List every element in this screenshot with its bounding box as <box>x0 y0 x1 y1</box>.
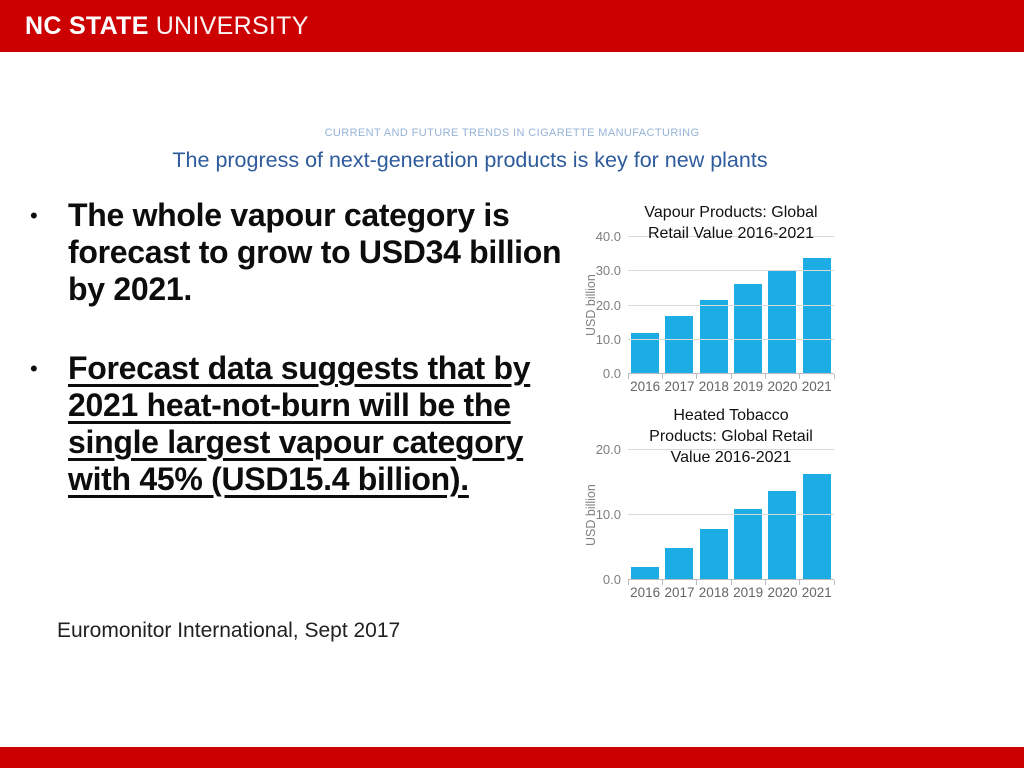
x-tick-label: 2018 <box>698 585 729 600</box>
bar-slot <box>662 450 696 580</box>
bar-2016 <box>631 332 660 374</box>
footer-bar <box>0 747 1024 768</box>
bar-2021 <box>802 257 831 374</box>
logo-text-bold: NC STATE <box>25 11 149 40</box>
chart-title: Vapour Products: Global Retail Value 201… <box>644 204 818 242</box>
eyebrow-heading: CURRENT AND FUTURE TRENDS IN CIGARETTE M… <box>324 127 700 139</box>
header-bar: NC STATE UNIVERSITY <box>0 0 1024 52</box>
slide-title: The progress of next-generation products… <box>172 148 768 172</box>
bar-slot <box>731 450 765 580</box>
chart-title: Heated Tobacco Products: Global Retail V… <box>649 407 813 466</box>
bar-2016 <box>631 567 660 580</box>
bar-group <box>628 237 834 374</box>
x-axis-line <box>628 579 834 580</box>
bar-2020 <box>768 490 797 580</box>
x-tick-label: 2020 <box>767 379 798 394</box>
bar-slot <box>731 237 765 374</box>
y-tick-label: 20.0 <box>595 442 621 457</box>
x-tick-label: 2017 <box>664 585 695 600</box>
bar-2021 <box>802 474 831 580</box>
x-tick-label: 2016 <box>630 379 661 394</box>
chart-plot-area: 0.0 10.0 20.0 <box>596 443 835 587</box>
bullet-text: Forecast data suggests that by 2021 heat… <box>68 350 531 497</box>
bar-group <box>628 450 834 580</box>
x-tick-mark <box>833 374 835 379</box>
bar-slot <box>697 237 731 374</box>
x-tick-label: 2016 <box>630 585 661 600</box>
x-tick-mark <box>730 580 732 585</box>
gridline <box>628 449 834 450</box>
bar-slot <box>765 450 799 580</box>
gridline <box>628 304 834 306</box>
y-tick-label: 10.0 <box>595 331 621 347</box>
x-tick-mark <box>764 374 766 379</box>
bar-2018 <box>699 299 728 374</box>
bar-2017 <box>665 315 694 374</box>
bullet-item: • The whole vapour category is forecast … <box>30 197 578 308</box>
x-tick-mark <box>661 580 663 585</box>
bar-slot <box>800 450 834 580</box>
y-tick-label: 0.0 <box>602 572 621 587</box>
x-tick-label: 2019 <box>733 379 764 394</box>
x-tick-mark <box>833 580 835 585</box>
x-tick-label: 2020 <box>767 585 798 600</box>
x-tick-label: 2021 <box>801 585 832 600</box>
y-tick-label: 20.0 <box>595 297 621 313</box>
bar-2020 <box>768 270 797 374</box>
gridline <box>628 236 834 237</box>
bullet-marker: • <box>30 203 38 228</box>
x-tick-label: 2018 <box>698 379 729 394</box>
vapour-products-chart: Vapour Products: Global Retail Value 201… <box>578 197 850 402</box>
x-tick-mark <box>730 374 732 379</box>
bar-slot <box>697 450 731 580</box>
y-tick-label: 10.0 <box>595 507 621 522</box>
y-tick-label: 0.0 <box>602 366 621 381</box>
bar-2019 <box>734 508 763 580</box>
x-tick-mark <box>799 580 801 585</box>
logo-text-light: UNIVERSITY <box>155 11 309 40</box>
gridline <box>628 338 834 340</box>
x-tick-mark <box>696 374 698 379</box>
x-axis-line <box>628 373 834 374</box>
x-tick-label: 2019 <box>733 585 764 600</box>
bullet-marker: • <box>30 356 38 381</box>
y-tick-label: 30.0 <box>595 263 621 279</box>
bar-2017 <box>665 548 694 580</box>
bar-slot <box>662 237 696 374</box>
bar-slot <box>628 450 662 580</box>
bullet-list: • The whole vapour category is forecast … <box>30 197 578 540</box>
bar-2019 <box>734 283 763 374</box>
heated-tobacco-chart: Heated Tobacco Products: Global Retail V… <box>578 403 850 608</box>
x-tick-mark <box>764 580 766 585</box>
x-tick-label: 2017 <box>664 379 695 394</box>
bar-slot <box>765 237 799 374</box>
bar-2018 <box>699 528 728 580</box>
x-tick-mark <box>661 374 663 379</box>
x-tick-label: 2021 <box>801 379 832 394</box>
bullet-text: The whole vapour category is forecast to… <box>68 197 562 307</box>
source-citation: Euromonitor International, Sept 2017 <box>57 619 401 642</box>
x-tick-mark <box>799 374 801 379</box>
x-axis-labels: 2016 2017 2018 2019 2020 2021 <box>628 585 834 600</box>
gridline <box>628 514 834 515</box>
x-axis-labels: 2016 2017 2018 2019 2020 2021 <box>628 379 834 394</box>
chart-plot-area: 0.0 10.0 20.0 30.0 40.0 <box>596 230 835 381</box>
x-tick-mark <box>627 580 629 585</box>
x-tick-mark <box>696 580 698 585</box>
nc-state-logo: NC STATE UNIVERSITY <box>25 12 309 41</box>
bar-slot <box>800 237 834 374</box>
x-tick-mark <box>627 374 629 379</box>
bar-slot <box>628 237 662 374</box>
y-tick-label: 40.0 <box>595 229 621 244</box>
bullet-item: • Forecast data suggests that by 2021 he… <box>30 350 578 498</box>
gridline <box>628 270 834 272</box>
